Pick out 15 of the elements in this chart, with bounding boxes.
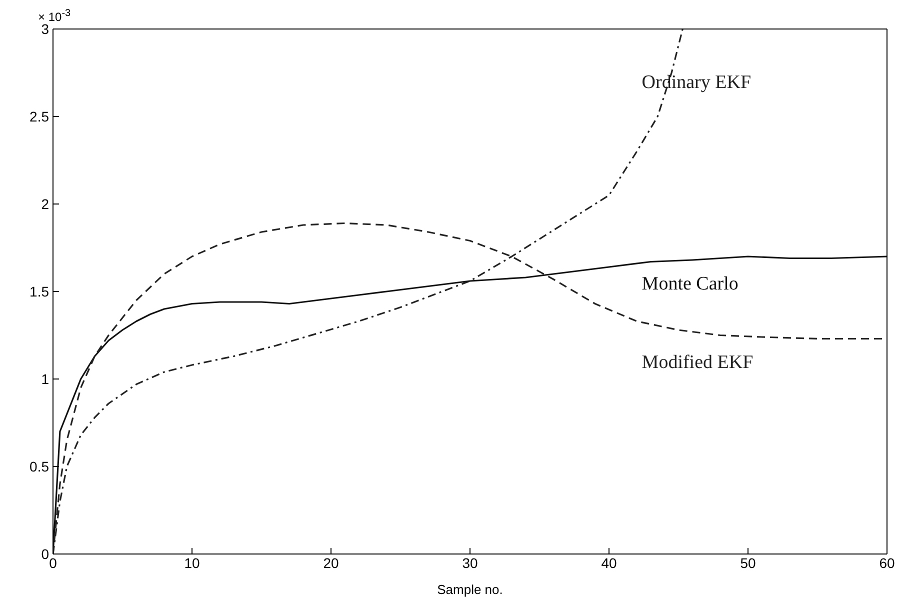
x-tick-label: 60 [879,554,895,571]
y-tick-label: 2 [41,196,50,212]
x-tick-label: 40 [601,554,617,571]
x-tick-label: 20 [323,554,339,571]
series-label: Modified EKF [642,352,754,374]
x-axis-title: Sample no. [437,582,503,597]
x-tick-label: 10 [184,554,200,571]
y-tick-label: 1 [41,370,50,387]
y-tick-label: 2.5 [30,108,50,124]
y-tick-label: 1.5 [30,283,50,300]
series-label: Monte Carlo [642,273,738,294]
x-tick-label: 30 [462,554,478,571]
x-tick-label: 50 [740,554,756,571]
y-tick-label: 0.5 [30,458,50,474]
series-label: Ordinary EKF [642,72,752,94]
